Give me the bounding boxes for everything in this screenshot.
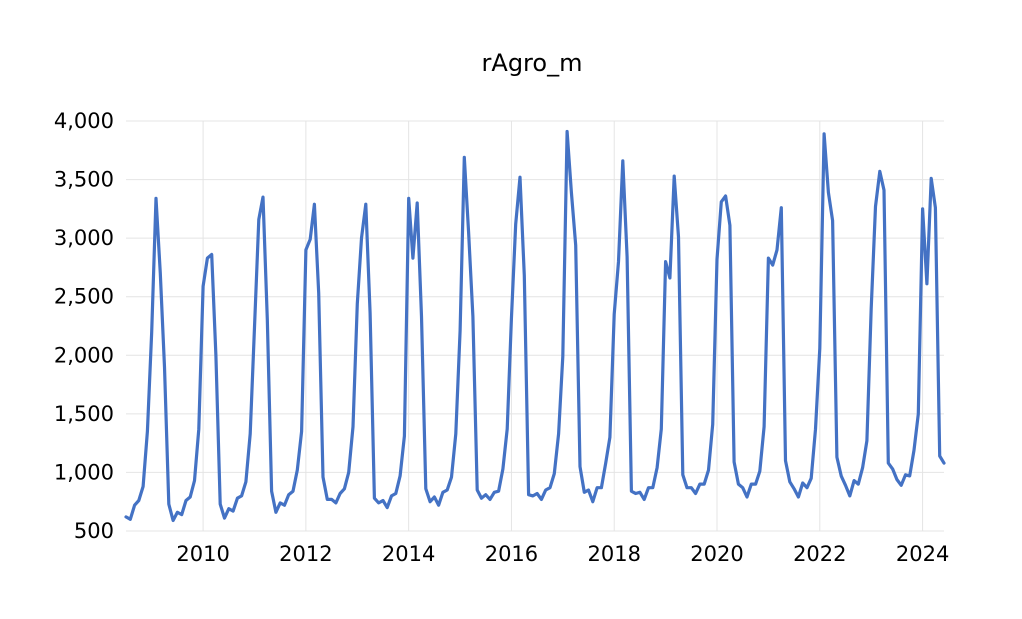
- y-tick-label: 500: [74, 519, 114, 543]
- x-tick-label: 2018: [588, 542, 641, 566]
- chart-title: rAgro_m: [482, 49, 583, 77]
- series-layer: [124, 129, 946, 523]
- x-tick-label: 2024: [896, 542, 949, 566]
- y-tick-label: 2,500: [54, 285, 114, 309]
- series-line: [124, 129, 946, 523]
- x-tick-label: 2016: [485, 542, 538, 566]
- x-tick-label: 2012: [279, 542, 332, 566]
- x-tick-label: 2022: [793, 542, 846, 566]
- y-tick-label: 4,000: [54, 109, 114, 133]
- x-axis-ticks: 2010 2012 2014 2016 2018 2020 2022 2024: [176, 542, 949, 566]
- y-tick-label: 1,500: [54, 402, 114, 426]
- y-tick-label: 1,000: [54, 460, 114, 484]
- y-tick-label: 2,000: [54, 343, 114, 367]
- y-tick-label: 3,000: [54, 226, 114, 250]
- y-axis-ticks: 500 1,000 1,500 2,000 2,500 3,000 3,500 4,000: [54, 109, 114, 543]
- x-tick-label: 2014: [382, 542, 435, 566]
- x-tick-label: 2020: [690, 542, 743, 566]
- y-tick-label: 3,500: [54, 168, 114, 192]
- x-tick-label: 2010: [176, 542, 229, 566]
